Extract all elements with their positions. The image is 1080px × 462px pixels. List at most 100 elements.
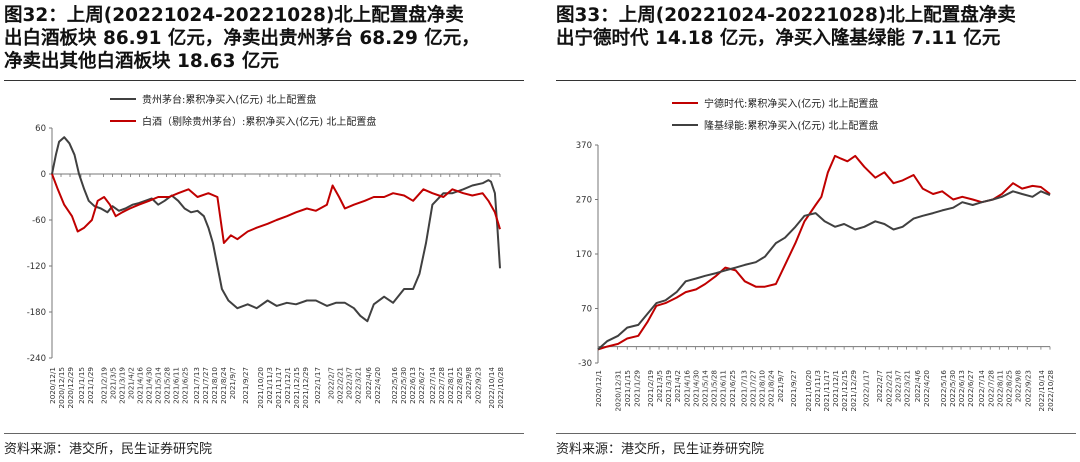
x-tick-label: 2021/12/29 — [849, 370, 858, 412]
x-tick-label: 2021/1/15 — [623, 370, 632, 407]
source-divider — [4, 433, 524, 434]
y-tick-label: -120 — [27, 262, 46, 272]
series-line-1 — [51, 136, 501, 323]
y-tick-label: -60 — [32, 216, 46, 226]
x-tick-label: 2021/4/16 — [136, 367, 145, 404]
x-tick-label: 2022/4/6 — [913, 370, 922, 403]
x-tick-label: 2021/1/29 — [86, 367, 95, 404]
x-tick-label: 2021/11/3 — [813, 370, 822, 407]
x-tick-label: 2022/3/7 — [345, 367, 354, 399]
x-tick-label: 2022/7/28 — [437, 367, 446, 404]
y-tick-label: 0 — [41, 170, 46, 180]
legend-label-2: 白酒（剔除贵州茅台）:累积净买入(亿元) 北上配置盘 — [142, 115, 376, 128]
x-tick-label: 2021/9/27 — [789, 370, 798, 407]
x-tick-label: 2022/5/30 — [948, 370, 957, 407]
chart-title-right: 图33：上周(20221024-20221028)北上配置盘净卖 出宁德时代 1… — [556, 4, 1076, 50]
x-tick-label: 2022/9/23 — [1023, 370, 1032, 407]
x-tick-label: 2021/4/16 — [682, 370, 691, 407]
x-tick-label: 2022/9/23 — [473, 367, 482, 404]
x-tick-label: 2022/9/8 — [464, 367, 473, 400]
x-tick-label: 2021/4/2 — [127, 367, 136, 399]
x-tick-label: 2020/12/29 — [66, 367, 75, 409]
x-tick-label: 2021/5/14 — [154, 367, 163, 404]
x-tick-label: 2021/12/15 — [292, 367, 301, 408]
x-tick-label: 2021/7/13 — [739, 370, 748, 407]
x-tick-label: 2022/6/27 — [966, 370, 975, 407]
y-tick-label: 370 — [576, 141, 592, 151]
chart-title-line: 出宁德时代 14.18 亿元，净买入隆基绿能 7.11 亿元 — [556, 28, 1001, 49]
x-tick-label: 2021/12/29 — [301, 367, 310, 409]
x-tick-label: 2021/5/28 — [710, 370, 719, 407]
x-tick-label: 2022/8/25 — [455, 367, 464, 404]
x-tick-label: 2022/10/28 — [1046, 370, 1055, 412]
legend-label-1: 宁德时代:累积净买入(亿元) 北上配置盘 — [704, 97, 878, 110]
x-tick-label: 2021/4/2 — [673, 370, 682, 402]
x-tick-label: 2021/3/19 — [118, 367, 127, 404]
x-tick-label: 2021/3/5 — [655, 370, 664, 402]
x-tick-label: 2020/12/1 — [594, 370, 603, 407]
chart-title-left: 图32：上周(20221024-20221028)北上配置盘净卖 出白酒板块 8… — [4, 4, 524, 73]
x-tick-label: 2022/8/25 — [1004, 370, 1013, 407]
x-tick-label: 2022/1/17 — [862, 370, 871, 407]
x-tick-label: 2022/4/6 — [364, 367, 373, 400]
source-note-right: 资料来源：港交所，民生证券研究院 — [556, 442, 765, 457]
chart-panel-left: 图32：上周(20221024-20221028)北上配置盘净卖 出白酒板块 8… — [0, 0, 528, 462]
x-tick-label: 2021/2/19 — [99, 367, 108, 404]
x-tick-label: 2022/7/14 — [977, 370, 986, 407]
x-tick-label: 2022/7/28 — [986, 370, 995, 407]
x-tick-label: 2022/8/11 — [446, 367, 455, 404]
x-tick-label: 2021/6/11 — [172, 367, 181, 404]
x-tick-label: 2021/10/20 — [804, 370, 813, 412]
x-tick-label: 2022/2/7 — [327, 367, 336, 399]
title-divider — [556, 80, 1076, 81]
chart-title-line: 图33：上周(20221024-20221028)北上配置盘净卖 — [556, 5, 1016, 26]
y-tick-label: -30 — [578, 359, 592, 369]
source-divider — [556, 433, 1076, 434]
x-tick-label: 2021/8/24 — [219, 367, 228, 404]
x-tick-label: 2021/7/27 — [201, 367, 210, 404]
x-tick-label: 2021/9/7 — [228, 367, 237, 399]
x-tick-label: 2020/12/1 — [48, 367, 57, 404]
y-tick-label: 170 — [576, 250, 592, 260]
y-tick-label: 270 — [576, 196, 592, 206]
x-tick-label: 2022/6/13 — [957, 370, 966, 407]
x-tick-label: 2022/5/16 — [390, 367, 399, 404]
chart-panel-right: 图33：上周(20221024-20221028)北上配置盘净卖 出宁德时代 1… — [552, 0, 1080, 462]
x-tick-label: 2021/12/15 — [840, 370, 849, 411]
x-tick-label: 2022/6/27 — [417, 367, 426, 404]
x-tick-label: 2022/10/28 — [496, 367, 505, 409]
x-tick-label: 2022/5/30 — [399, 367, 408, 404]
x-tick-label: 2021/12/1 — [831, 370, 840, 407]
x-tick-label: 2021/11/17 — [274, 367, 283, 408]
x-tick-label: 2022/2/7 — [875, 370, 884, 402]
x-tick-label: 2022/3/21 — [902, 370, 911, 407]
x-tick-label: 2021/2/19 — [646, 370, 655, 407]
x-tick-label: 2022/3/7 — [893, 370, 902, 402]
x-tick-label: 2021/6/11 — [719, 370, 728, 407]
x-tick-label: 2022/7/14 — [428, 367, 437, 404]
y-tick-label: -180 — [27, 308, 46, 318]
x-tick-label: 2022/2/21 — [336, 367, 345, 404]
source-note-left: 资料来源：港交所，民生证券研究院 — [4, 442, 213, 457]
x-tick-label: 2021/9/27 — [241, 367, 250, 404]
x-tick-label: 2021/5/28 — [163, 367, 172, 404]
x-tick-label: 2021/3/5 — [109, 367, 118, 399]
x-tick-label: 2022/10/14 — [487, 367, 496, 409]
x-tick-label: 2021/3/19 — [664, 370, 673, 407]
chart-title-line: 出白酒板块 86.91 亿元，净卖出贵州茅台 68.29 亿元， — [4, 28, 480, 49]
x-tick-label: 2021/4/30 — [145, 367, 154, 404]
legend-label-2: 隆基绿能:累积净买入(亿元) 北上配置盘 — [704, 119, 878, 132]
x-tick-label: 2021/12/1 — [283, 367, 292, 404]
x-tick-label: 2022/8/11 — [995, 370, 1004, 407]
x-tick-label: 2021/10/20 — [256, 367, 265, 409]
x-tick-label: 2022/1/17 — [313, 367, 322, 404]
y-tick-label: 70 — [581, 305, 592, 315]
x-tick-label: 2021/11/17 — [822, 370, 831, 411]
x-tick-label: 2022/5/16 — [939, 370, 948, 407]
title-divider — [4, 80, 524, 81]
series-line-2 — [597, 190, 1051, 351]
series-line-2 — [51, 173, 501, 244]
chart-title-line: 净卖出其他白酒板块 18.63 亿元 — [4, 51, 279, 72]
legend-label-1: 贵州茅台:累积净买入(亿元) 北上配置盘 — [142, 93, 316, 106]
x-tick-label: 2021/6/25 — [181, 367, 190, 404]
